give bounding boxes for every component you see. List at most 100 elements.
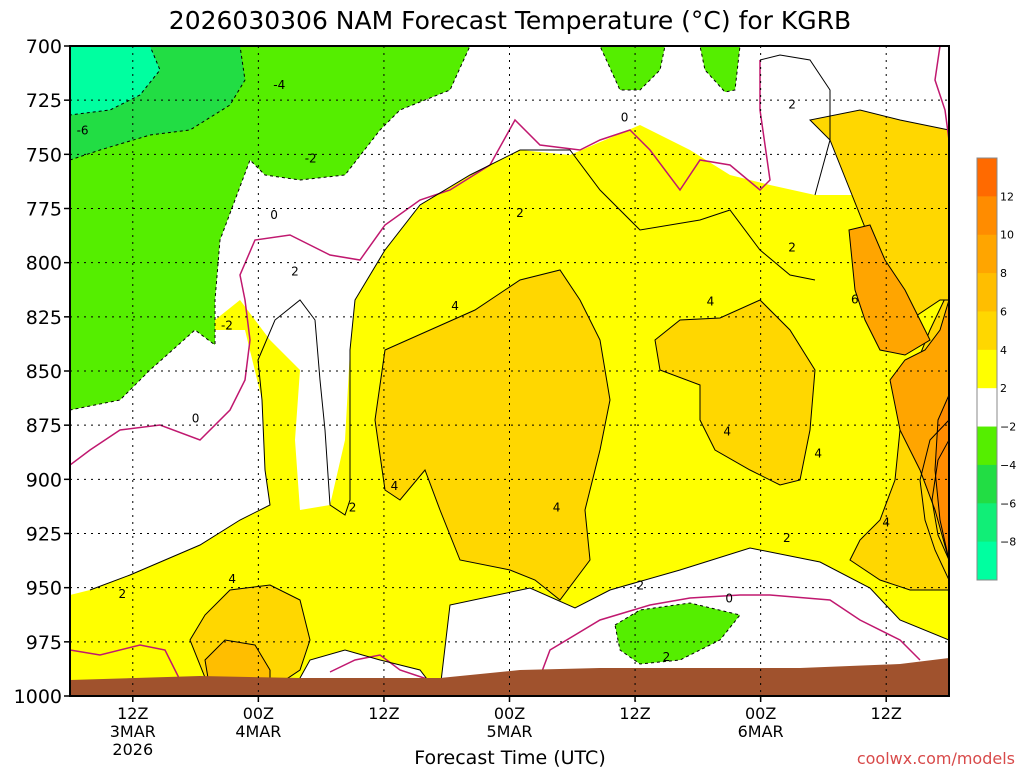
contour-labels: -6 -4 -2 -2 0 0 0 0 2 2 2 2 2 2 2 2 2 4 4 4 4 4 4 4 4 6 xyxy=(77,78,890,664)
colorbar-bin xyxy=(977,349,997,389)
colorbar-bin xyxy=(977,158,997,197)
region-green-2 xyxy=(560,46,741,93)
contour-zero-1 xyxy=(70,60,771,466)
y-tick-label: 800 xyxy=(26,253,62,275)
colorbar-frame xyxy=(976,157,998,581)
colorbar-label: −6 xyxy=(1000,497,1016,510)
colorbar-label: −8 xyxy=(1000,536,1016,549)
contour-label: 0 xyxy=(621,111,629,125)
colorbar-bin xyxy=(977,234,997,274)
colorbar-label: 2 xyxy=(1000,382,1007,395)
colorbar: 12 10 8 6 4 2 −2 −4 −6 −8 xyxy=(976,157,1016,581)
colorbar-bin xyxy=(977,196,997,236)
y-axis: 700 725 750 775 800 825 850 875 900 925 950 975 1000 xyxy=(14,36,70,708)
colorbar-label: −4 xyxy=(1000,459,1016,472)
contour-label: 6 xyxy=(851,293,859,307)
y-tick-label: 725 xyxy=(26,90,62,112)
x-tick-label: 12Z xyxy=(619,704,650,723)
contour-label: 0 xyxy=(192,412,200,426)
contour-zero-5 xyxy=(934,46,949,141)
contour-label: 2 xyxy=(636,579,644,593)
contour-label: 2 xyxy=(119,587,127,601)
region-deep-orange xyxy=(934,394,949,561)
contour-two-3 xyxy=(759,54,831,196)
x-tick-label: 4MAR xyxy=(235,722,281,741)
colorbar-label: 4 xyxy=(1000,344,1007,357)
region-white-lower xyxy=(70,330,270,595)
colorbar-bin xyxy=(977,388,997,428)
contour-label: 0 xyxy=(270,208,278,222)
contour-two-1 xyxy=(89,149,816,591)
contour-stack-1 xyxy=(919,419,949,581)
colorbar-label: 6 xyxy=(1000,305,1007,318)
region-orange-2 xyxy=(848,224,931,356)
contour-label: 2 xyxy=(516,206,524,220)
contour-label: 4 xyxy=(553,501,561,515)
y-tick-label: 975 xyxy=(26,632,62,654)
y-tick-label: 875 xyxy=(26,415,62,437)
contour-label: 4 xyxy=(391,479,399,493)
temperature-field xyxy=(70,46,949,696)
contour-label: -2 xyxy=(305,152,317,166)
contour-label: 2 xyxy=(349,501,357,515)
x-tick-label: 5MAR xyxy=(486,722,532,741)
x-tick-label: 12Z xyxy=(117,704,148,723)
contour-label: 4 xyxy=(707,295,715,309)
region-green-3 xyxy=(614,602,741,665)
y-tick-label: 850 xyxy=(26,361,62,383)
contour-label: 4 xyxy=(451,299,459,313)
contour-label: 4 xyxy=(228,572,236,586)
region-gold-northeast xyxy=(808,109,949,321)
region-aqua xyxy=(70,46,161,116)
colorbar-label: −2 xyxy=(1000,421,1016,434)
y-tick-label: 1000 xyxy=(14,686,62,708)
region-orange xyxy=(889,299,949,561)
y-tick-label: 925 xyxy=(26,524,62,546)
y-tick-label: 950 xyxy=(26,578,62,600)
contour-label: 2 xyxy=(788,241,796,255)
colorbar-label: 8 xyxy=(1000,267,1007,280)
x-tick-label: 00Z xyxy=(243,704,274,723)
contour-label: 4 xyxy=(814,446,822,460)
y-tick-label: 825 xyxy=(26,307,62,329)
y-tick-label: 900 xyxy=(26,469,62,491)
contour-label: -6 xyxy=(77,124,89,138)
colorbar-bin xyxy=(977,541,997,581)
colorbar-bin xyxy=(977,464,997,504)
contour-stack-2 xyxy=(931,439,949,561)
x-tick-label: 00Z xyxy=(494,704,525,723)
contour-label: 2 xyxy=(291,264,299,278)
contour-zero-4 xyxy=(534,594,921,691)
x-tick-label: 12Z xyxy=(368,704,399,723)
contour-label: -2 xyxy=(221,319,233,333)
contour-two-4 xyxy=(289,649,441,696)
y-tick-label: 700 xyxy=(26,36,62,58)
contour-label: 2 xyxy=(783,531,791,545)
y-tick-label: 775 xyxy=(26,199,62,221)
x-axis-label: Forecast Time (UTC) xyxy=(414,747,605,768)
contour-label: 4 xyxy=(723,425,731,439)
x-tick-label: 3MAR xyxy=(110,722,156,741)
x-tick-label: 00Z xyxy=(745,704,776,723)
y-tick-label: 750 xyxy=(26,144,62,166)
colorbar-bin xyxy=(977,426,997,466)
contour-label: 2 xyxy=(788,98,796,112)
x-tick-label: 12Z xyxy=(871,704,902,723)
colorbar-bin xyxy=(977,273,997,312)
region-gold-center xyxy=(374,269,611,601)
contour-label: -4 xyxy=(273,78,285,92)
contour-label: 0 xyxy=(725,592,733,606)
contour-label: 4 xyxy=(882,516,890,530)
region-gold-right xyxy=(654,299,816,486)
contour-two-2 xyxy=(439,547,949,691)
credit-text: coolwx.com/models xyxy=(857,749,1015,768)
contour-zero-2 xyxy=(70,644,181,681)
chart-title: 2026030306 NAM Forecast Temperature (°C)… xyxy=(169,6,851,35)
colorbar-label: 10 xyxy=(1000,229,1014,242)
colorbar-bin xyxy=(977,503,997,543)
region-green xyxy=(70,46,471,411)
colorbar-label: 12 xyxy=(1000,190,1014,203)
colorbar-bin xyxy=(977,311,997,351)
